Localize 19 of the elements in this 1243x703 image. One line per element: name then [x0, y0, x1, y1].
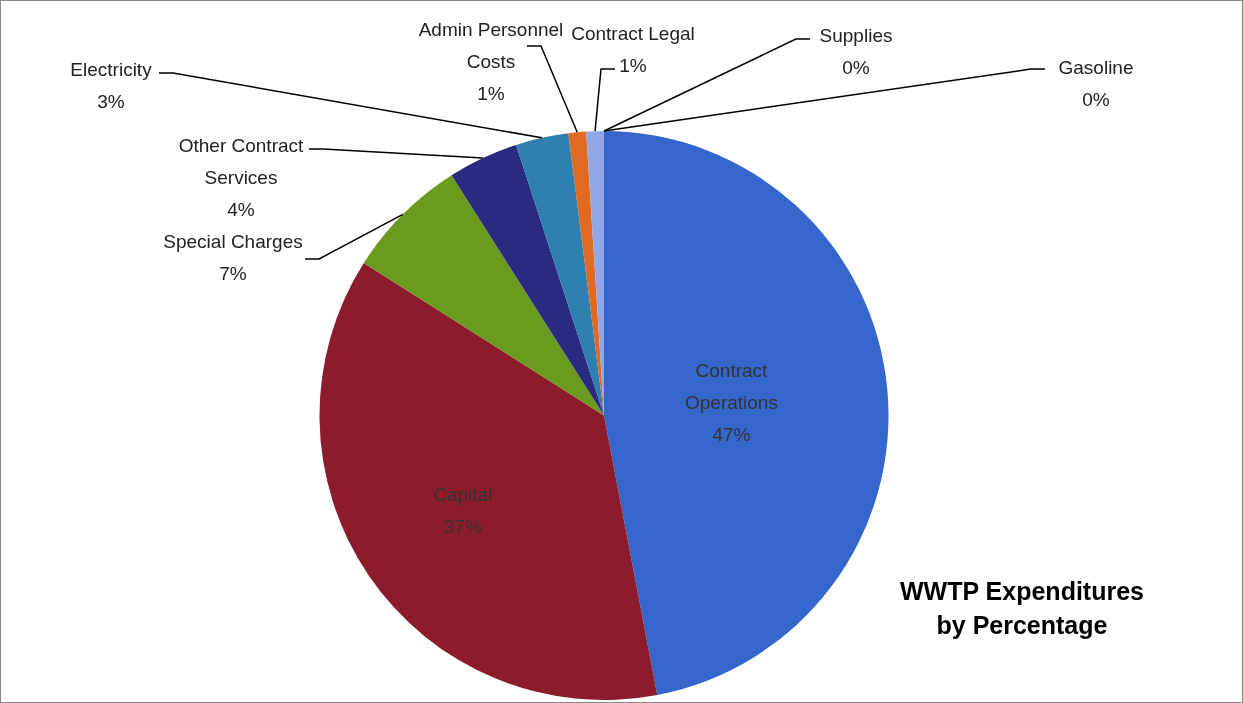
data-label: 3%	[97, 91, 125, 113]
text: 0%	[842, 57, 870, 79]
slice-label: Capital	[433, 483, 493, 505]
category-label: Supplies	[819, 25, 893, 47]
data-label: 1%	[477, 83, 505, 105]
data-label: 37%	[443, 515, 482, 537]
slice-label: Electricity	[70, 59, 153, 81]
data-label: 4%	[227, 199, 255, 221]
category-label: Gasoline	[1058, 57, 1134, 79]
data-label: 47%	[712, 423, 751, 445]
slice-label: Contract Legal	[571, 23, 695, 45]
slice-label: Admin Personnel Costs	[418, 19, 564, 73]
slice-label: Special Charges	[163, 231, 303, 253]
text: WWTP Expenditures by Percentage	[899, 576, 1145, 641]
data-label: 7%	[219, 263, 247, 285]
slice-label: Contract Operations	[684, 359, 778, 413]
slice-label: Other Contract Services	[178, 135, 305, 189]
data-label: 1%	[619, 55, 647, 77]
text: 0%	[1082, 89, 1110, 111]
